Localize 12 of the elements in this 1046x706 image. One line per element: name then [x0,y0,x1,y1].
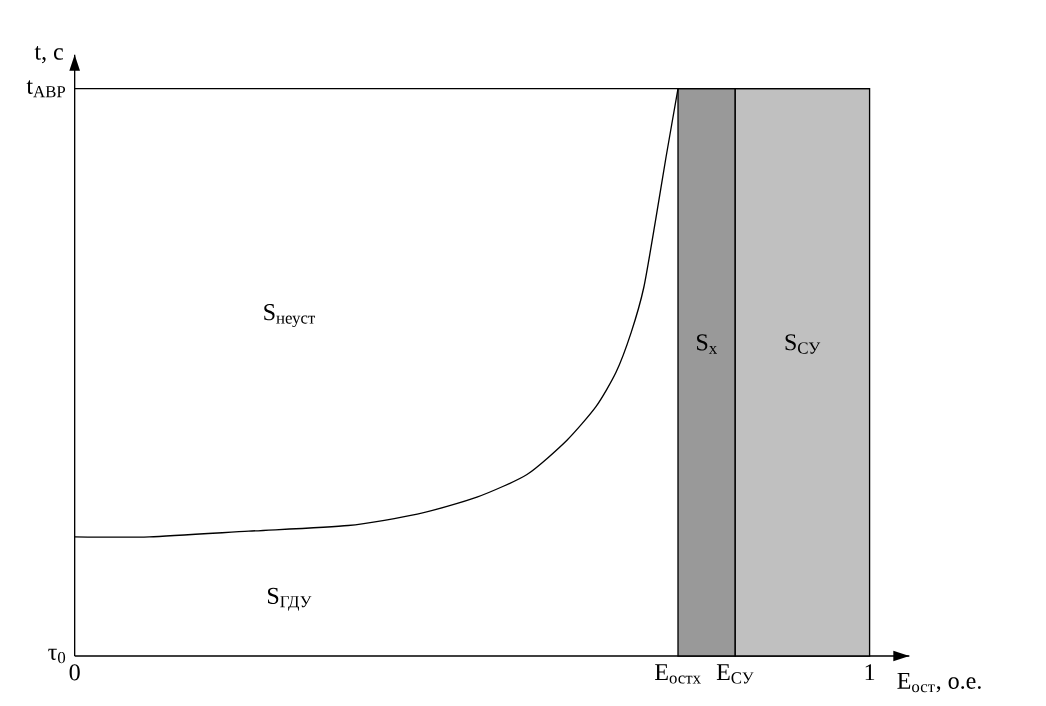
annotation: S$_{неуст}$ [264,304,316,328]
band-label: S$_{x}$ [697,334,717,354]
text: τ$_{0}$ [48,648,66,664]
annotation: t$_{АВР}$ [26,80,66,98]
x-tick-label: 0 [69,664,80,681]
x-tick-label: 1 [865,664,875,681]
band-label: S$_{СУ}$ [785,334,821,354]
x-axis-title: E$_{ост}$, о.е. [897,672,981,693]
y-axis-title: t, с [34,46,63,64]
x-tick-label: E$_{остх}$ [655,664,701,684]
x-tick-label: E$_{СУ}$ [716,664,754,684]
annotation: S$_{ГДУ}$ [268,587,312,611]
